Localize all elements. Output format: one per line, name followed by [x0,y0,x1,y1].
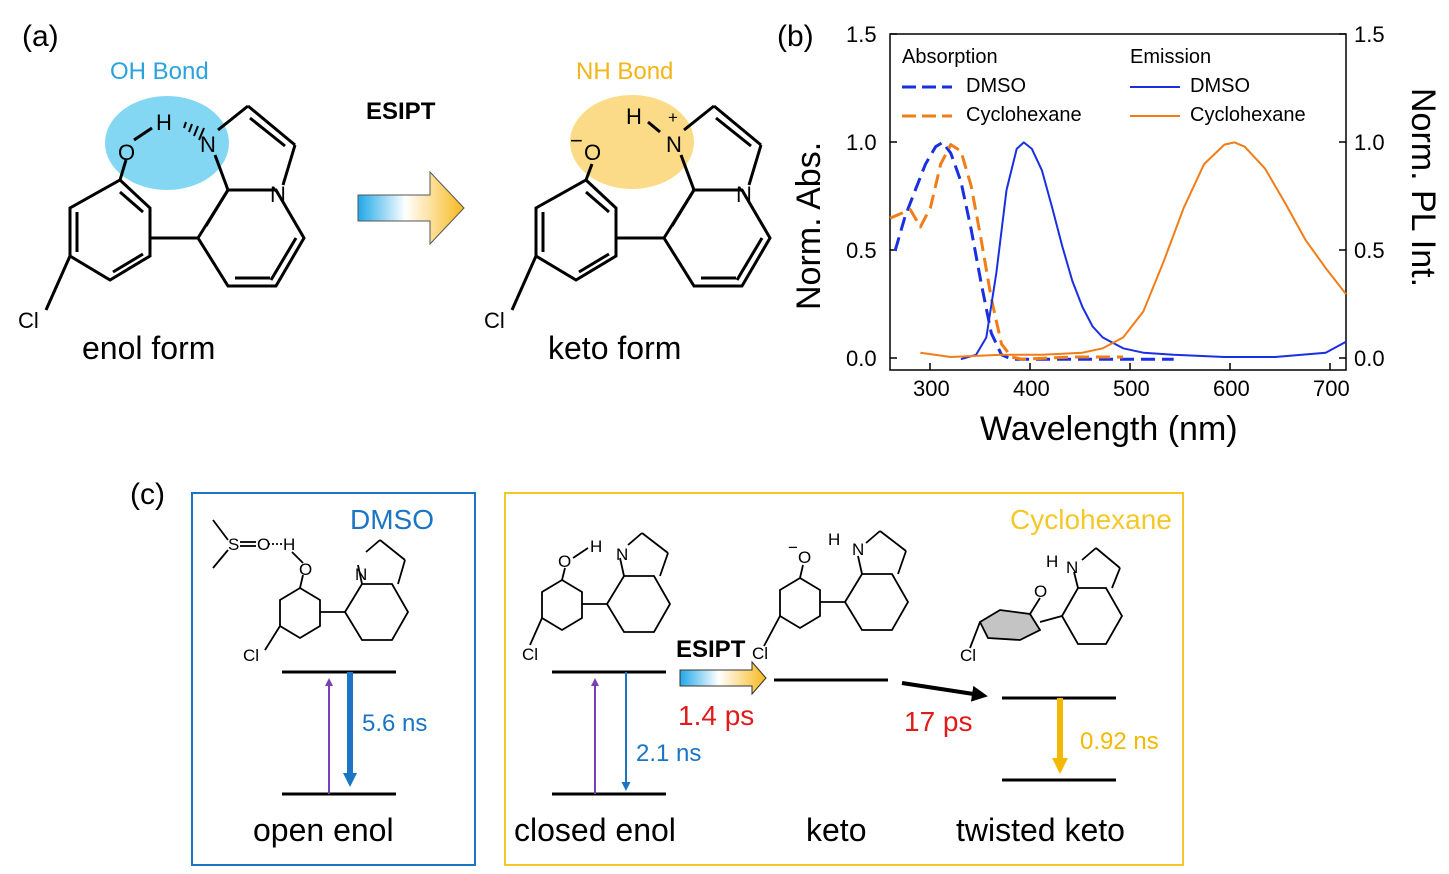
y-tick-right: 0.5 [1354,238,1385,263]
cyclohexane-box [504,492,1184,866]
enol-structure [44,96,306,311]
legend-samples [902,85,1180,118]
c2-h-atom: H [590,537,603,556]
keto-label: keto [806,812,867,848]
open-enol-label: open enol [253,812,394,848]
x-tick: 700 [1313,376,1350,401]
enol-n2-atom: N [270,182,286,207]
c3-cl-atom: Cl [752,644,769,663]
y-axis-right-title: Norm. PL Int. [1404,88,1442,288]
legend-abs-cyclohexane: Cyclohexane [966,104,1082,126]
series-line-emission-cyclohexane [920,141,1347,358]
enol-h-atom: H [156,110,172,135]
series-line-emission-dmso [960,141,1347,361]
oh-bond-bubble [105,96,229,190]
twisted-keto-structure [969,547,1124,649]
y-tick-left: 0.5 [846,238,877,263]
rate-5-6-ns: 5.6 ns [362,710,428,737]
y-tick-left: 1.0 [846,130,877,155]
c-o-atom: O [257,535,271,554]
x-tick: 600 [1213,376,1250,401]
transition-arrows [325,660,1068,794]
legend-emission-title: Emission [1130,46,1212,68]
plot-frame [889,33,1347,371]
rate-0-92-ns: 0.92 ns [1080,728,1159,755]
c2-cl-atom: Cl [522,645,539,664]
c-cl-atom: Cl [243,646,260,665]
esipt-small-arrow [679,660,767,696]
dmso-title: DMSO [350,504,434,535]
enol-o-atom: O [118,140,136,165]
enol-cl-atom: Cl [18,308,39,333]
legend-em-cyclohexane: Cyclohexane [1190,104,1306,126]
y-tick-left: 0.0 [846,346,877,371]
x-tick: 500 [1113,376,1150,401]
closed-enol-structure [529,532,672,646]
keto-minus: − [570,128,583,153]
rate-17-ps: 17 ps [904,706,973,737]
y-tick-left: 1.5 [846,22,877,47]
c3-n-atom: N [852,540,865,559]
c4-n-atom: N [1066,558,1079,577]
keto-o-atom: O [584,140,602,165]
y-tick-right: 1.5 [1354,22,1385,47]
c-s-atom: S [228,535,240,554]
panel-a-label: (a) [22,20,59,53]
c2-n-atom: N [616,545,629,564]
keto-small-structure [763,530,910,647]
series-line-absorption-cyclohexane [889,143,1124,361]
c3-o-atom: O [798,548,812,567]
esipt-label: ESIPT [366,98,436,125]
keto-structure [510,95,772,311]
legend-abs-dmso: DMSO [966,75,1026,97]
esipt-small-label: ESIPT [676,636,746,663]
oh-bond-label: OH Bond [110,58,209,85]
rate-1-4-ps: 1.4 ps [678,700,755,731]
keto-h-atom: H [626,104,642,129]
x-tick: 400 [1013,376,1050,401]
x-tick: 300 [913,376,950,401]
panel-b-label: (b) [777,20,814,53]
panel-c-label: (c) [130,478,165,511]
enol-n-atom: N [200,132,216,157]
c4-o-atom: O [1034,582,1048,601]
twisted-keto-label: twisted keto [956,812,1125,848]
c3-minus: − [788,538,798,557]
c2-o-atom: O [558,552,572,571]
cyclohexane-title: Cyclohexane [1010,504,1172,535]
y-axis-left-title: Norm. Abs. [790,141,828,310]
rate-2-1-ns: 2.1 ns [636,740,702,767]
keto-form-label: keto form [548,330,682,366]
plot-ticks [890,33,1346,370]
c-o2-atom: O [299,560,313,579]
c-h-atom: H [283,535,296,554]
closed-enol-label: closed enol [514,812,676,848]
nh-bond-bubble [570,95,694,189]
dmso-complex-structure [212,519,410,651]
legend-em-dmso: DMSO [1190,75,1250,97]
c4-cl-atom: Cl [960,646,977,665]
keto-n2-atom: N [736,182,752,207]
c-n-atom: N [355,565,368,584]
esipt-arrow [357,170,465,246]
keto-n-atom: N [666,132,682,157]
chart-series [889,140,1347,361]
legend-absorption-title: Absorption [902,46,998,68]
c3-h-atom: H [828,530,841,549]
dmso-box [191,492,476,866]
y-tick-right: 0.0 [1354,346,1385,371]
enol-form-label: enol form [82,330,216,366]
c4-h-atom: H [1046,552,1059,571]
keto-cl-atom: Cl [484,308,505,333]
y-tick-right: 1.0 [1354,130,1385,155]
nh-bond-label: NH Bond [576,58,674,85]
x-axis-title: Wavelength (nm) [980,410,1238,448]
keto-plus: + [668,108,678,127]
